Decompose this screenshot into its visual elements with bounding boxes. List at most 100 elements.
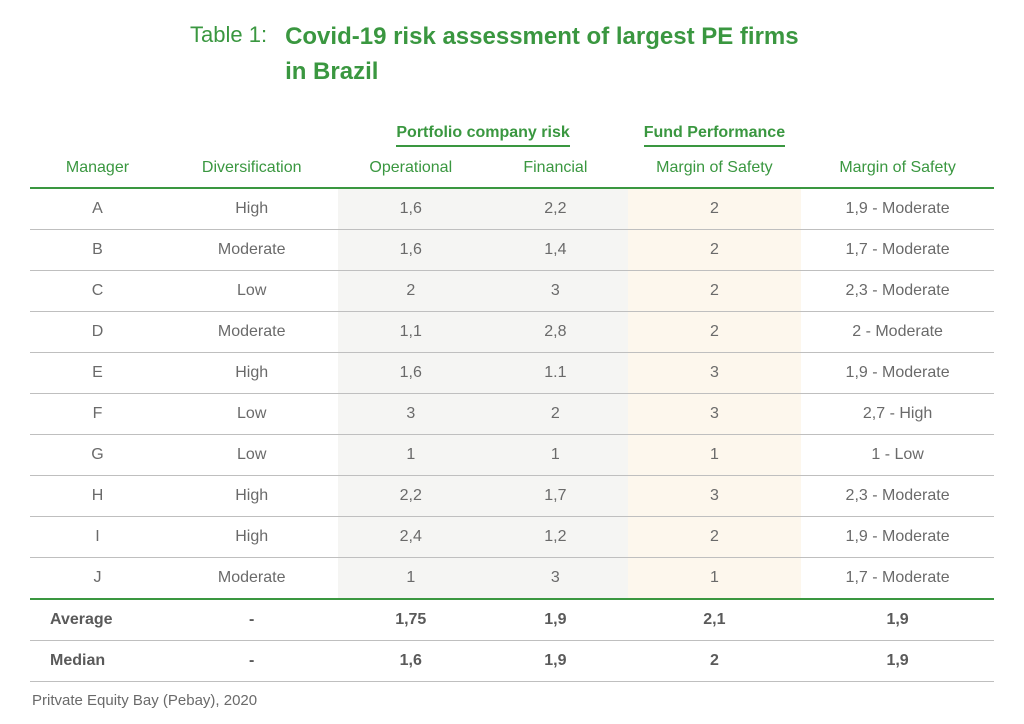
cell-manager: I [30,516,165,557]
cell-op: 1,6 [338,352,483,393]
cell-op: 1 [338,557,483,599]
avg-label: Average [30,599,165,641]
row-average: Average - 1,75 1,9 2,1 1,9 [30,599,994,641]
cell-div: Low [165,270,339,311]
cell-fin: 1,2 [483,516,628,557]
cell-fin: 3 [483,557,628,599]
cell-mos: 2 [628,516,802,557]
cell-mos: 1 [628,434,802,475]
cell-manager: J [30,557,165,599]
cell-mos: 3 [628,393,802,434]
cell-mos: 1 [628,557,802,599]
group-header-row: Portfolio company risk Fund Performance [30,118,994,151]
avg-rating: 1,9 [801,599,994,641]
cell-op: 1,1 [338,311,483,352]
cell-div: High [165,188,339,230]
cell-div: High [165,475,339,516]
cell-div: Moderate [165,311,339,352]
table-body: AHigh1,62,221,9 - ModerateBModerate1,61,… [30,188,994,599]
cell-rating: 1,7 - Moderate [801,557,994,599]
table-row: AHigh1,62,221,9 - Moderate [30,188,994,230]
cell-op: 1 [338,434,483,475]
cell-fin: 1,7 [483,475,628,516]
table-title: Covid-19 risk assessment of largest PE f… [285,20,805,90]
avg-div: - [165,599,339,641]
cell-op: 1,6 [338,229,483,270]
cell-div: High [165,352,339,393]
cell-rating: 2,3 - Moderate [801,475,994,516]
med-op: 1,6 [338,640,483,681]
cell-rating: 1,7 - Moderate [801,229,994,270]
col-mos2: Margin of Safety [801,151,994,188]
med-div: - [165,640,339,681]
col-operational: Operational [338,151,483,188]
cell-manager: E [30,352,165,393]
cell-fin: 1,4 [483,229,628,270]
cell-rating: 1,9 - Moderate [801,352,994,393]
risk-table: Portfolio company risk Fund Performance … [30,118,994,682]
table-row: GLow1111 - Low [30,434,994,475]
avg-mos: 2,1 [628,599,802,641]
med-rating: 1,9 [801,640,994,681]
cell-rating: 1 - Low [801,434,994,475]
table-row: IHigh2,41,221,9 - Moderate [30,516,994,557]
cell-fin: 1 [483,434,628,475]
col-financial: Financial [483,151,628,188]
cell-manager: F [30,393,165,434]
cell-mos: 2 [628,229,802,270]
cell-mos: 3 [628,352,802,393]
cell-div: Moderate [165,229,339,270]
cell-rating: 2,7 - High [801,393,994,434]
table-caption: Table 1: Covid-19 risk assessment of lar… [190,20,994,90]
table-row: DModerate1,12,822 - Moderate [30,311,994,352]
cell-div: Low [165,434,339,475]
cell-manager: B [30,229,165,270]
cell-manager: G [30,434,165,475]
cell-rating: 2 - Moderate [801,311,994,352]
col-mos1: Margin of Safety [628,151,802,188]
cell-manager: C [30,270,165,311]
table-label: Table 1: [190,20,267,48]
col-diversification: Diversification [165,151,339,188]
cell-rating: 1,9 - Moderate [801,188,994,230]
cell-fin: 2,2 [483,188,628,230]
cell-manager: H [30,475,165,516]
sub-header-row: Manager Diversification Operational Fina… [30,151,994,188]
cell-op: 1,6 [338,188,483,230]
table-row: HHigh2,21,732,3 - Moderate [30,475,994,516]
table-row: CLow2322,3 - Moderate [30,270,994,311]
cell-manager: D [30,311,165,352]
table-row: FLow3232,7 - High [30,393,994,434]
col-manager: Manager [30,151,165,188]
cell-div: Moderate [165,557,339,599]
med-fin: 1,9 [483,640,628,681]
cell-fin: 3 [483,270,628,311]
cell-rating: 2,3 - Moderate [801,270,994,311]
cell-op: 3 [338,393,483,434]
med-mos: 2 [628,640,802,681]
cell-mos: 2 [628,311,802,352]
source-note: Pritvate Equity Bay (Pebay), 2020 [30,692,994,709]
table-row: JModerate1311,7 - Moderate [30,557,994,599]
cell-div: High [165,516,339,557]
cell-op: 2,2 [338,475,483,516]
cell-op: 2,4 [338,516,483,557]
cell-rating: 1,9 - Moderate [801,516,994,557]
group-portfolio: Portfolio company risk [338,118,627,151]
row-median: Median - 1,6 1,9 2 1,9 [30,640,994,681]
cell-fin: 1.1 [483,352,628,393]
table-row: EHigh1,61.131,9 - Moderate [30,352,994,393]
cell-fin: 2,8 [483,311,628,352]
cell-div: Low [165,393,339,434]
med-label: Median [30,640,165,681]
avg-fin: 1,9 [483,599,628,641]
cell-mos: 3 [628,475,802,516]
cell-mos: 2 [628,270,802,311]
group-fund: Fund Performance [628,118,802,151]
cell-manager: A [30,188,165,230]
avg-op: 1,75 [338,599,483,641]
cell-op: 2 [338,270,483,311]
cell-fin: 2 [483,393,628,434]
cell-mos: 2 [628,188,802,230]
table-row: BModerate1,61,421,7 - Moderate [30,229,994,270]
